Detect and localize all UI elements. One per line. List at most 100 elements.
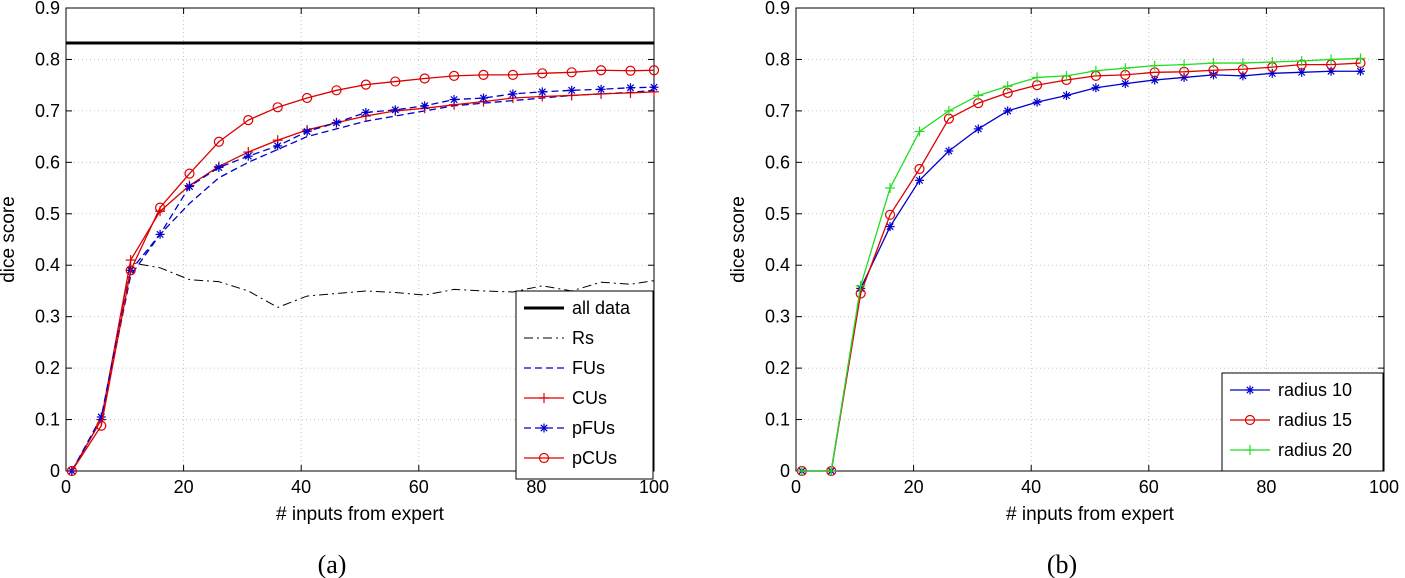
legend-item: FUs — [524, 358, 605, 378]
data-point — [567, 85, 577, 95]
y-tick-label: 0 — [780, 461, 790, 481]
legend-item: Rs — [524, 328, 594, 348]
series-group — [796, 53, 1366, 477]
legend-swatch-marker — [1244, 414, 1256, 426]
y-tick-label: 0.9 — [765, 0, 790, 18]
y-tick-label: 0.6 — [35, 152, 60, 172]
legend-label: all data — [572, 298, 631, 318]
y-axis: 0 0.1 0.2 0.3 0.4 0.5 0.6 0.7 0.8 0.9 — [765, 0, 1384, 481]
legend-label: FUs — [572, 358, 605, 378]
y-tick-label: 0.5 — [765, 204, 790, 224]
data-point — [1120, 63, 1131, 74]
data-point — [360, 79, 371, 90]
data-point — [154, 202, 166, 213]
data-point — [448, 70, 460, 82]
plot-frame — [795, 7, 1385, 472]
x-axis: 0 20 40 60 80 100 — [61, 8, 669, 497]
x-tick-label: 40 — [1021, 477, 1041, 497]
legend: all data Rs FUs CUs pFUs pCUs — [515, 290, 654, 480]
data-point — [243, 151, 253, 161]
legend-item: all data — [524, 298, 631, 318]
data-point — [243, 115, 254, 126]
y-tick-label: 0.6 — [765, 152, 790, 172]
data-point — [125, 265, 136, 276]
legend-item: CUs — [524, 388, 607, 408]
legend-item: pCUs — [524, 448, 617, 468]
data-point — [1120, 79, 1130, 89]
data-point — [302, 126, 312, 136]
data-point — [914, 126, 925, 137]
data-point — [272, 102, 283, 113]
data-point — [390, 105, 400, 115]
y-tick-label: 0.3 — [765, 307, 790, 327]
data-point — [1326, 54, 1337, 65]
data-point — [566, 67, 577, 78]
data-point — [1061, 90, 1071, 100]
x-tick-label: 80 — [526, 477, 546, 497]
data-point — [1355, 66, 1365, 76]
chart-a: 0 20 40 60 80 100 0 0.1 0.2 0.3 0.4 0.5 0.6 0.7 0.8 0.9… — [0, 0, 669, 578]
legend-label: pCUs — [572, 448, 617, 468]
data-point — [184, 168, 195, 179]
y-axis-label: dice score — [0, 196, 19, 283]
data-point — [66, 465, 77, 477]
data-point — [1296, 55, 1307, 66]
x-tick-label: 20 — [904, 477, 924, 497]
data-point — [96, 412, 106, 422]
data-point — [796, 466, 807, 476]
data-point — [648, 65, 660, 76]
series-radius-20 — [796, 53, 1366, 476]
figure-caption: (b) — [1047, 550, 1077, 578]
y-tick-label: 0 — [50, 461, 60, 481]
y-tick-label: 0.5 — [35, 204, 60, 224]
y-tick-label: 0.3 — [35, 307, 60, 327]
y-tick-label: 0.4 — [35, 255, 60, 275]
data-point — [1002, 81, 1013, 92]
x-axis-label: # inputs from expert — [1006, 504, 1175, 525]
data-point — [508, 89, 518, 99]
series-line — [71, 69, 655, 472]
x-tick-label: 60 — [1139, 477, 1159, 497]
x-tick-label: 0 — [61, 477, 71, 497]
data-point — [885, 222, 895, 232]
legend-swatch-marker — [538, 452, 550, 464]
y-tick-label: 0.2 — [765, 358, 790, 378]
legend-item: radius 10 — [1230, 380, 1352, 400]
data-point — [1150, 75, 1160, 85]
x-tick-label: 40 — [291, 477, 311, 497]
legend-box — [515, 290, 654, 480]
legend-label: CUs — [572, 388, 607, 408]
data-point — [914, 163, 925, 175]
series-pcus — [66, 65, 660, 477]
x-tick-label: 20 — [174, 477, 194, 497]
data-point — [884, 209, 896, 220]
legend-label: radius 20 — [1278, 440, 1352, 460]
legend-label: Rs — [572, 328, 594, 348]
legend-label: pFUs — [572, 418, 615, 438]
data-point — [331, 85, 342, 96]
x-tick-label: 100 — [1369, 477, 1399, 497]
data-point — [826, 466, 837, 476]
legend-swatch-marker — [1245, 445, 1255, 455]
legend-swatch-marker — [539, 393, 549, 403]
y-tick-label: 0.1 — [35, 410, 60, 430]
y-axis-label: dice score — [728, 196, 749, 283]
x-tick-label: 60 — [409, 477, 429, 497]
data-point — [649, 82, 659, 92]
data-point — [273, 141, 283, 151]
data-point — [125, 255, 136, 266]
legend-item: pFUs — [524, 418, 615, 438]
data-point — [537, 87, 547, 97]
data-point — [1237, 58, 1248, 69]
data-point — [1003, 106, 1013, 116]
data-point — [1179, 59, 1190, 70]
legend-label: radius 10 — [1278, 380, 1352, 400]
data-point — [361, 107, 371, 117]
data-point — [1091, 83, 1101, 93]
x-tick-label: 80 — [1256, 477, 1276, 497]
data-point — [1032, 97, 1042, 107]
data-point — [595, 65, 607, 76]
series-group — [66, 41, 660, 477]
y-tick-label: 0.2 — [35, 358, 60, 378]
series-pfus — [67, 82, 659, 476]
